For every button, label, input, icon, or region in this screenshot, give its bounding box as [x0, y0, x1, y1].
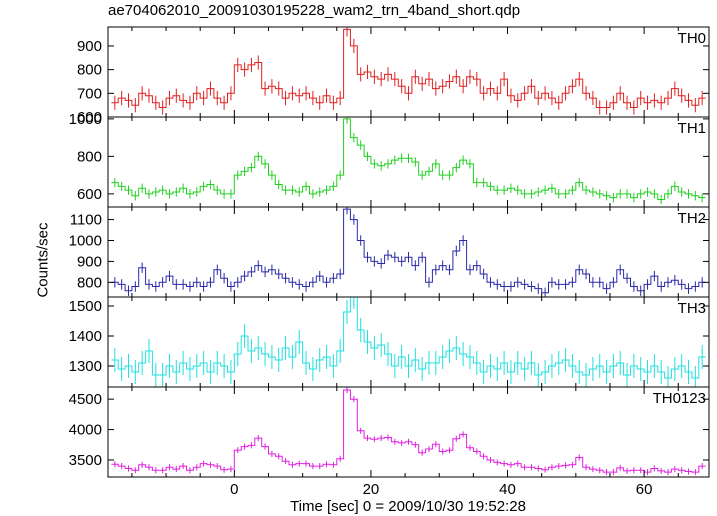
panel-label-th3: TH3: [678, 300, 706, 317]
series-line-th1: [111, 118, 706, 200]
y-tick-label: 800: [77, 62, 102, 79]
panel-frame-th0: [107, 26, 710, 118]
y-tick-label: 900: [77, 38, 102, 55]
panel-label-th0123: TH0123: [653, 390, 706, 407]
y-tick-label: 3500: [69, 452, 102, 469]
series-line-th0123: [111, 389, 706, 473]
y-tick-label: 1000: [69, 111, 102, 128]
series-line-th2: [111, 208, 706, 294]
y-tick-label: 1400: [69, 328, 102, 345]
panel-label-th0: TH0: [678, 30, 706, 47]
y-tick-label: 600: [77, 109, 102, 126]
panel-label-th2: TH2: [678, 210, 706, 227]
x-tick-label: 60: [636, 481, 653, 498]
y-tick-label: 1300: [69, 358, 102, 375]
x-axis-label: Time [sec] 0 = 2009/10/30 19:52:28: [290, 498, 526, 515]
y-tick-label: 800: [77, 148, 102, 165]
series-line-th0: [111, 28, 706, 108]
y-tick-label: 900: [77, 253, 102, 270]
panel-frame-th0123: [107, 386, 710, 478]
y-tick-label: 1100: [70, 212, 102, 229]
y-tick-label: 4000: [69, 422, 102, 439]
x-tick-label: 20: [363, 481, 380, 498]
x-tick-label: 40: [499, 481, 516, 498]
y-tick-label: 4500: [69, 391, 102, 408]
y-tick-label: 1000: [69, 232, 102, 249]
y-tick-label: 800: [77, 274, 102, 291]
y-tick-label: 700: [77, 85, 102, 102]
x-tick-label: 0: [230, 481, 238, 498]
y-tick-label: 1500: [69, 298, 102, 315]
panel-label-th1: TH1: [678, 120, 706, 137]
chart-title: ae704062010_20091030195228_wam2_trn_4ban…: [108, 2, 521, 19]
y-tick-label: 600: [77, 186, 102, 203]
